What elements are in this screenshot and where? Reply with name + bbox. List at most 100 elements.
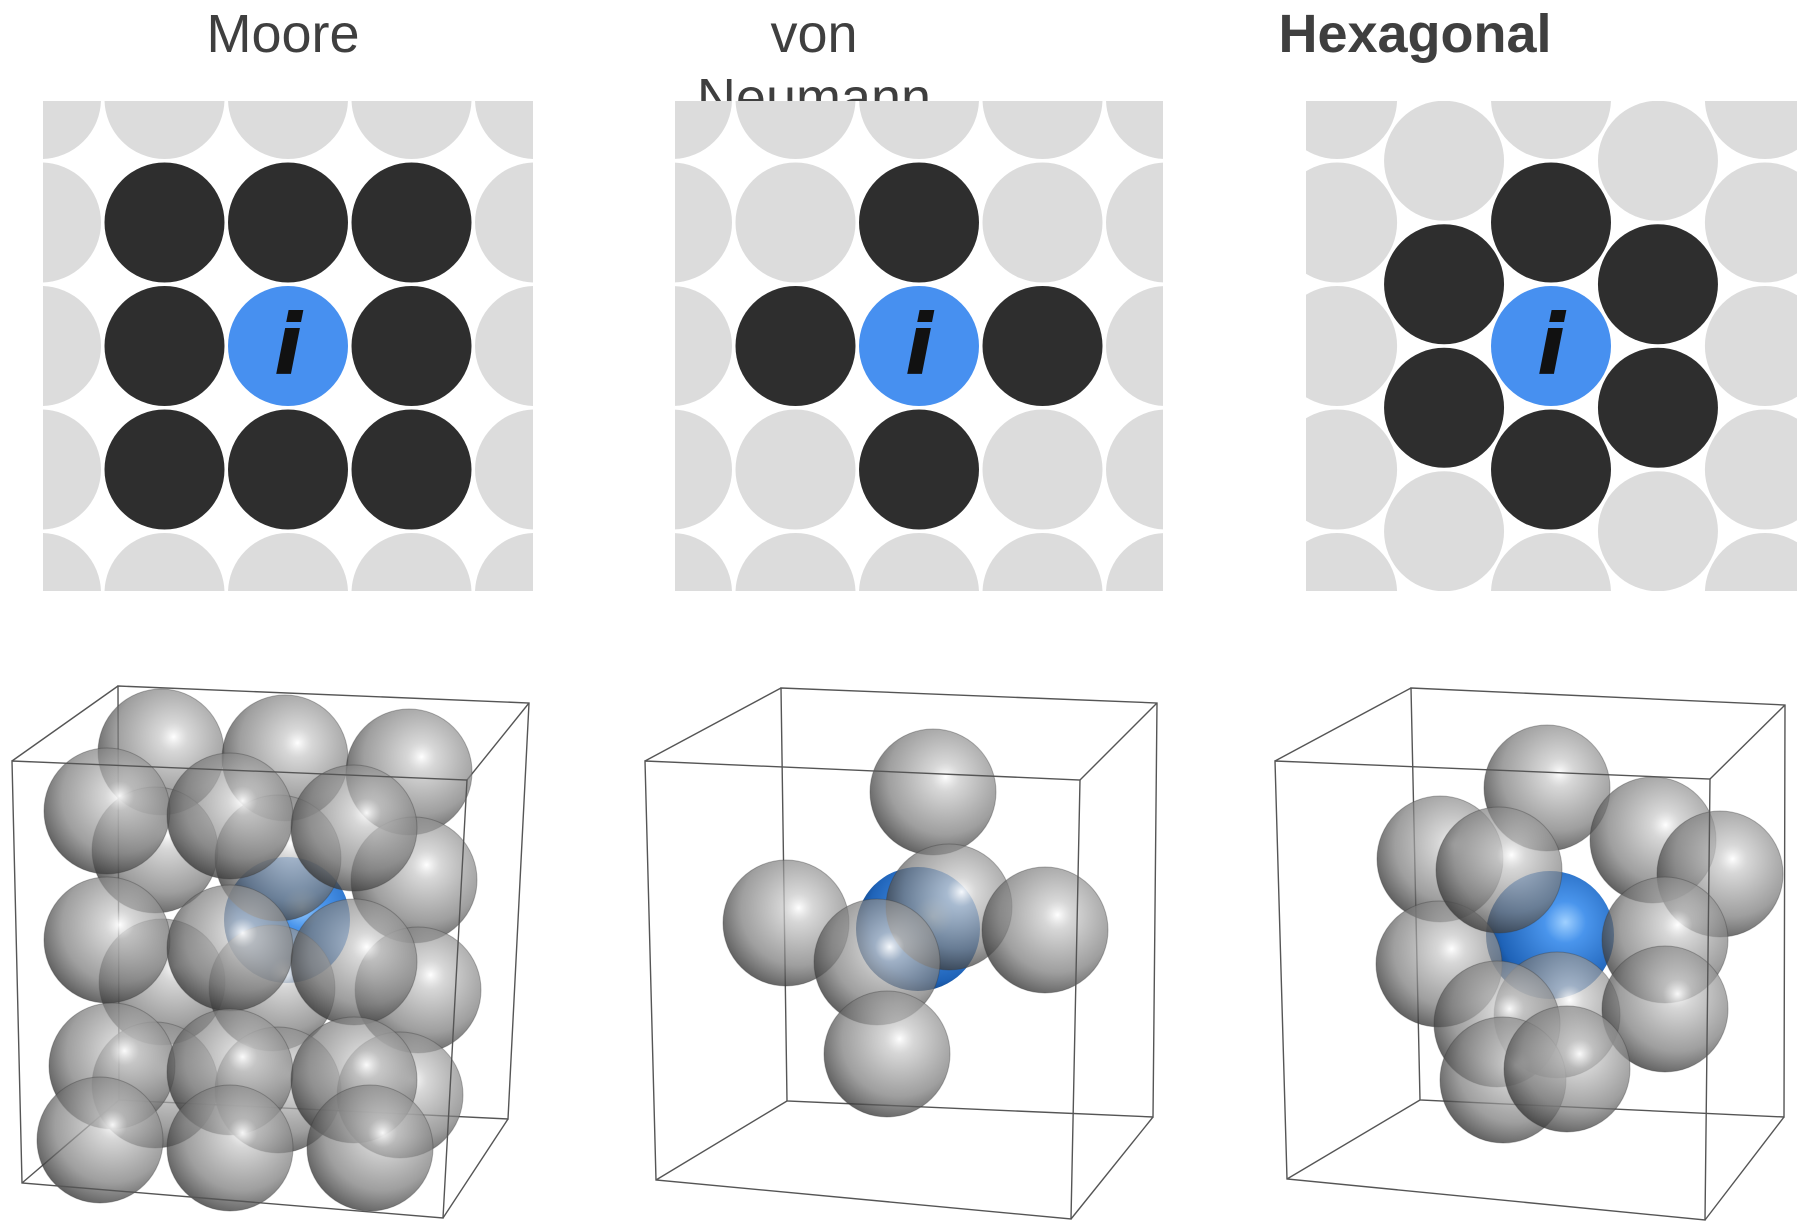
background-cell xyxy=(1063,0,1183,36)
neighbor-sphere xyxy=(981,866,1109,994)
neighbor-sphere xyxy=(290,764,418,892)
background-cell xyxy=(475,162,533,283)
neighbor-sphere xyxy=(306,1084,434,1212)
center-cell xyxy=(859,286,979,406)
background-cell xyxy=(1704,286,1797,406)
background-cell xyxy=(351,101,472,159)
neighbor-cell xyxy=(735,286,856,406)
box-edge xyxy=(655,1100,788,1181)
background-cell xyxy=(1306,286,1398,406)
background-cell xyxy=(1384,595,1504,715)
background-cell xyxy=(352,0,472,36)
moore-grid: i xyxy=(43,0,719,777)
background-cell xyxy=(675,101,732,159)
background-cell xyxy=(735,409,856,530)
background-cell xyxy=(1106,101,1163,159)
neighbor-cell xyxy=(228,409,348,530)
neighbor-cell xyxy=(982,286,1103,406)
neighbor-cell xyxy=(1597,224,1718,345)
neighbor-sphere xyxy=(1601,945,1729,1073)
background-cell xyxy=(1106,162,1163,283)
background-cell xyxy=(1106,657,1226,777)
von-neumann-3d-view xyxy=(644,687,1158,1220)
box-edge xyxy=(466,702,530,781)
background-cell xyxy=(1598,0,1718,97)
background-cell xyxy=(228,533,348,591)
box-edge xyxy=(442,1118,509,1219)
background-cell xyxy=(1491,533,1611,591)
box-edge xyxy=(1704,1116,1785,1221)
background-cell xyxy=(859,0,979,36)
background-cell xyxy=(1705,657,1804,777)
neighbor-cell xyxy=(1491,409,1611,530)
background-cell xyxy=(43,162,101,283)
background-cell xyxy=(1384,0,1504,97)
background-cell xyxy=(489,0,609,36)
background-cell xyxy=(475,409,533,530)
background-cell xyxy=(489,657,609,777)
background-cell xyxy=(1170,348,1290,468)
background-cell xyxy=(475,657,595,777)
neighbor-cell xyxy=(104,286,225,406)
background-cell xyxy=(735,101,856,159)
box-edge xyxy=(1286,1099,1421,1180)
background-cell xyxy=(735,533,856,591)
background-cell xyxy=(983,657,1103,777)
neighbor-cell xyxy=(351,286,472,406)
background-cell xyxy=(675,162,732,283)
background-cell xyxy=(1306,533,1398,591)
hexagonal-grid: i xyxy=(1063,0,1804,900)
background-cell xyxy=(1384,101,1505,221)
background-cell xyxy=(105,0,225,36)
background-cell xyxy=(675,286,732,406)
background-cell xyxy=(1106,533,1163,591)
background-cell xyxy=(736,657,856,777)
background-cell xyxy=(1704,409,1797,530)
background-cell xyxy=(859,533,979,591)
background-cell xyxy=(104,533,225,591)
background-cell xyxy=(475,0,595,36)
background-cell xyxy=(43,101,101,159)
background-cell xyxy=(612,657,732,777)
box-front-face xyxy=(644,760,1081,1220)
background-cell xyxy=(1704,101,1797,159)
background-cell xyxy=(982,533,1103,591)
background-cell xyxy=(43,533,101,591)
background-cell xyxy=(859,101,979,159)
background-cell xyxy=(1277,780,1397,900)
center-cell-label: i xyxy=(905,296,935,394)
background-cell xyxy=(104,101,225,159)
background-cell xyxy=(599,657,719,777)
background-cell xyxy=(475,286,533,406)
background-cell xyxy=(599,0,719,36)
background-cell xyxy=(1106,0,1226,36)
title-hexagonal: Hexagonal xyxy=(1278,4,1552,64)
box-edge xyxy=(11,685,119,762)
box-edge xyxy=(1070,1116,1154,1220)
neighbor-cell xyxy=(351,409,472,530)
box-edge xyxy=(644,687,782,762)
neighbor-sphere xyxy=(1503,1005,1631,1133)
background-cell xyxy=(1170,595,1290,715)
background-cell xyxy=(351,533,472,591)
background-cell xyxy=(228,101,348,159)
background-cell xyxy=(1491,0,1611,36)
neighbor-sphere xyxy=(36,1076,164,1204)
neighbor-sphere xyxy=(823,990,951,1118)
center-cell xyxy=(1491,286,1611,406)
background-cell xyxy=(1170,101,1290,221)
background-cell xyxy=(982,101,1103,159)
background-cell xyxy=(228,0,348,36)
background-cell xyxy=(1704,162,1797,283)
background-cell xyxy=(983,0,1103,36)
background-cell xyxy=(1063,657,1183,777)
hexagonal-3d-view xyxy=(1274,687,1786,1221)
box-edge xyxy=(1709,704,1786,780)
neighbor-sphere xyxy=(166,884,294,1012)
background-cell xyxy=(1491,101,1611,159)
background-cell xyxy=(1705,0,1804,36)
background-cell xyxy=(735,162,856,283)
background-cell xyxy=(675,533,732,591)
center-cell-label: i xyxy=(1537,296,1567,394)
neighbor-cell xyxy=(1597,347,1718,468)
